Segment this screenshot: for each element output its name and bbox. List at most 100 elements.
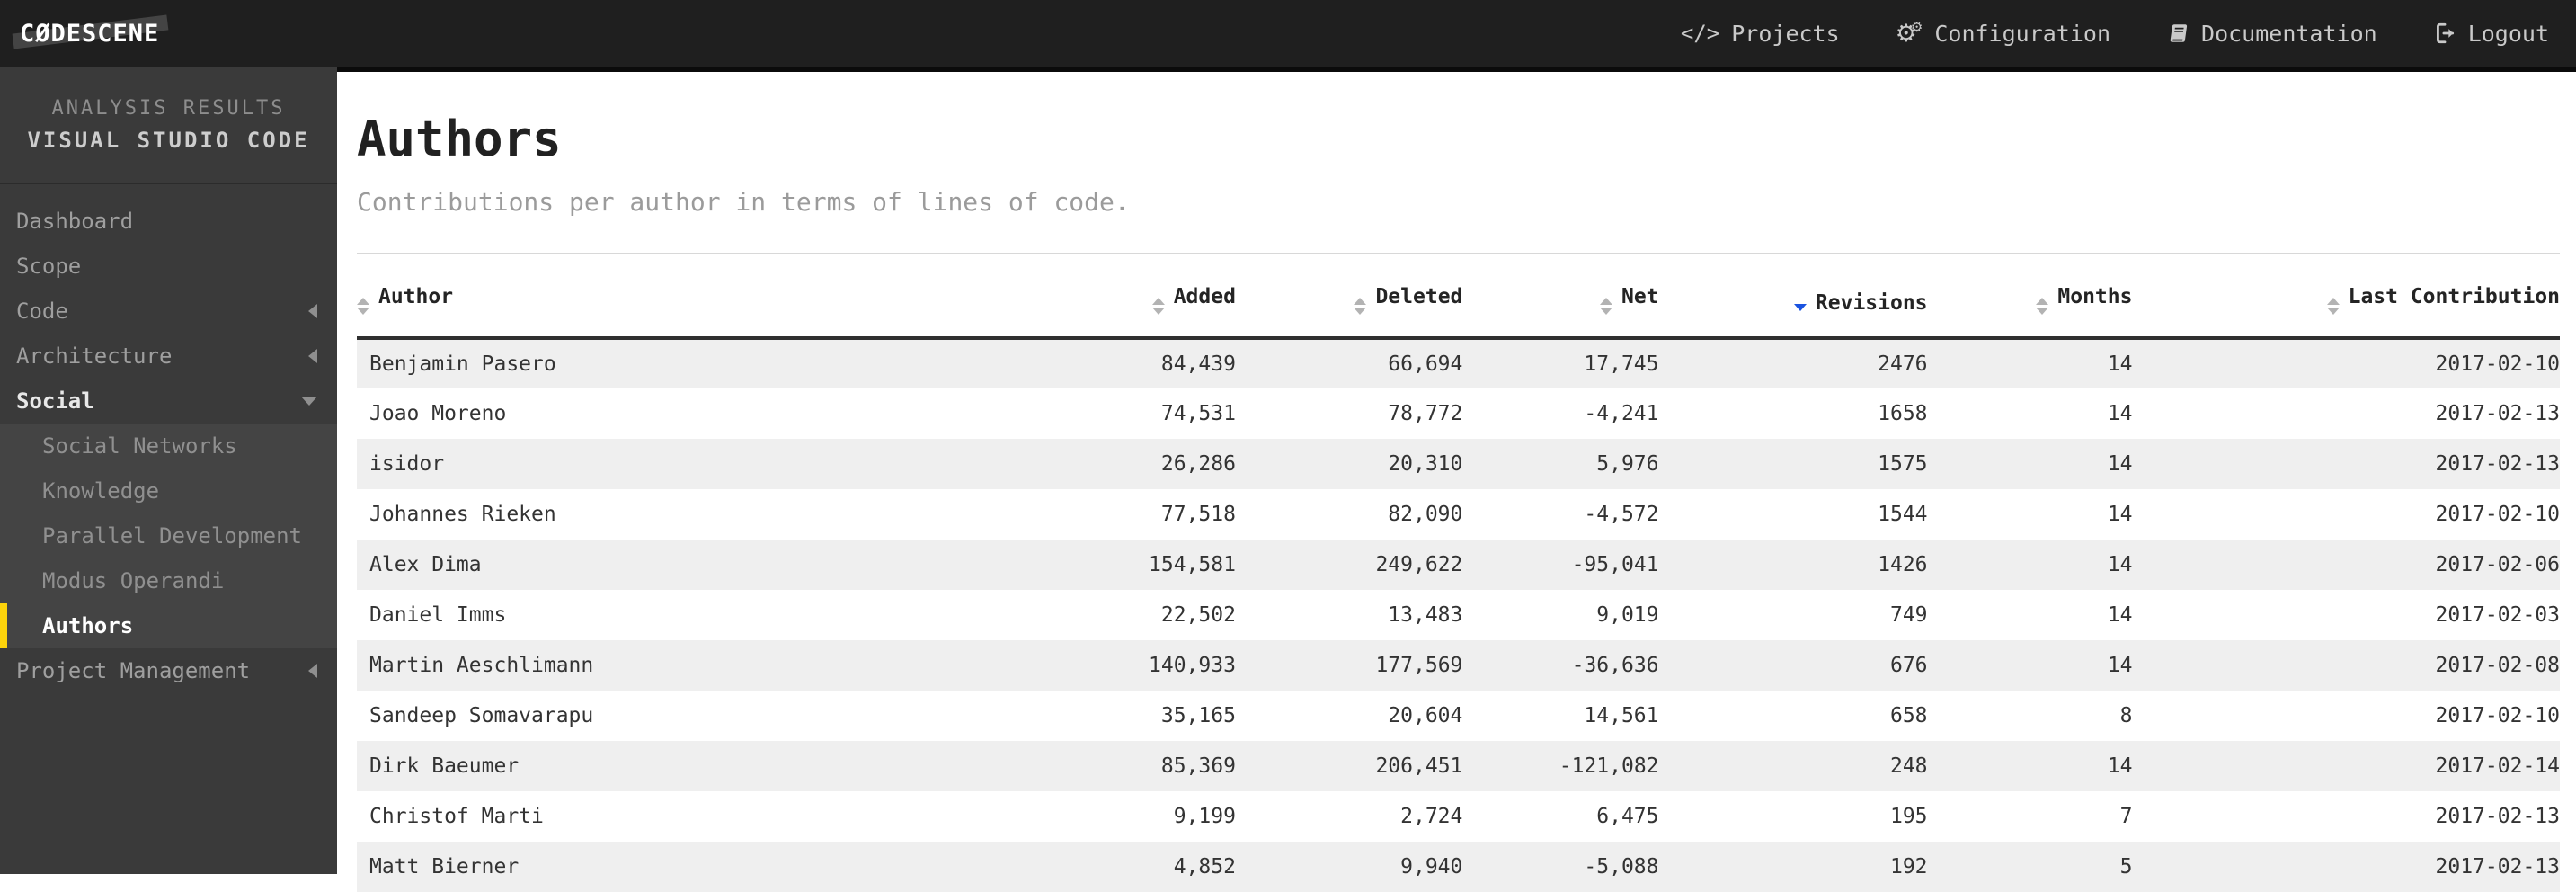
cell-deleted: 66,694: [1388, 352, 1463, 377]
sidebar-submenu-social: Social Networks Knowledge Parallel Develop…: [0, 424, 337, 648]
sidebar-item-parallel-development[interactable]: Parallel Development: [0, 513, 337, 558]
sidebar-item-knowledge[interactable]: Knowledge: [0, 468, 337, 513]
cell-months: 14: [2107, 352, 2133, 377]
authors-table-body: Benjamin Pasero 84,439 66,694 17,745 2476 14 2…: [357, 338, 2560, 892]
logo-text: CØDESCENE: [20, 19, 160, 48]
sort-icon: [357, 298, 369, 316]
cell-revisions: 1658: [1878, 402, 1928, 426]
table-row: Johannes Rieken 77,518 82,090 -4,572 1544 14 2…: [357, 489, 2560, 540]
sort-up-arrow: [357, 298, 369, 306]
cell-author: Benjamin Pasero: [369, 352, 556, 377]
sort-down-arrow: [1599, 308, 1612, 316]
cell-author: Martin Aeschlimann: [369, 654, 594, 678]
sidebar-item-label: Project Management: [16, 658, 251, 683]
sidebar-item-scope[interactable]: Scope: [0, 244, 337, 289]
column-header-net[interactable]: Net: [1462, 254, 1659, 341]
cell-deleted: 13,483: [1388, 603, 1463, 628]
cell-deleted: 249,622: [1375, 553, 1463, 577]
cell-deleted: 9,940: [1400, 855, 1463, 879]
cell-revisions: 1575: [1878, 452, 1928, 477]
cell-net: -5,088: [1584, 855, 1659, 879]
sort-icon: [1599, 298, 1612, 316]
column-header-label: Months: [2057, 285, 2133, 309]
project-name: VISUAL STUDIO CODE: [27, 128, 310, 153]
cell-net: 14,561: [1584, 704, 1659, 728]
sort-down-arrow: [357, 308, 369, 316]
cell-last-contribution: 2017-02-10: [2435, 704, 2560, 728]
cell-author: Joao Moreno: [369, 402, 507, 426]
cell-revisions: 2476: [1878, 352, 1928, 377]
cell-added: 26,286: [1160, 452, 1236, 477]
cell-added: 140,933: [1149, 654, 1236, 678]
column-header-label: Revisions: [1815, 291, 1928, 316]
sort-icon: [1151, 298, 1165, 316]
sidebar-subitem-label: Social Networks: [42, 433, 237, 459]
sort-icon: [2326, 298, 2340, 316]
table-header-row: Author Added Deleted Net Revisions Months Last…: [357, 254, 2560, 341]
sidebar-item-architecture[interactable]: Architecture: [0, 334, 337, 379]
sidebar-header: ANALYSIS RESULTS VISUAL STUDIO CODE: [0, 67, 337, 184]
table-row: Joao Moreno 74,531 78,772 -4,241 1658 14 2017-…: [357, 388, 2560, 439]
sort-icon: [1354, 298, 1367, 316]
sort-up-arrow: [2326, 298, 2340, 306]
cell-months: 14: [2107, 503, 2133, 527]
codescene-logo[interactable]: CØDESCENE: [12, 14, 169, 49]
nav-item-documentation[interactable]: Documentation: [2166, 21, 2377, 47]
nav-item-label: Logout: [2467, 20, 2549, 47]
column-header-label: Net: [1621, 285, 1659, 309]
cell-months: 14: [2107, 553, 2133, 577]
cell-months: 14: [2107, 654, 2133, 678]
cell-author: Matt Bierner: [369, 855, 520, 879]
cell-net: -4,572: [1584, 503, 1659, 527]
sidebar-item-modus-operandi[interactable]: Modus Operandi: [0, 558, 337, 603]
sidebar-item-label: Social: [16, 388, 94, 414]
cell-author: Alex Dima: [369, 553, 482, 577]
sidebar-item-label: Scope: [16, 254, 82, 279]
sidebar-item-social-networks[interactable]: Social Networks: [0, 424, 337, 468]
top-navigation: </> Projects ⚙ ⚙ Configuration Documentation L…: [1681, 20, 2549, 47]
cell-added: 22,502: [1160, 603, 1236, 628]
column-header-added[interactable]: Added: [987, 254, 1236, 341]
cell-net: -95,041: [1571, 553, 1659, 577]
column-header-deleted[interactable]: Deleted: [1235, 254, 1463, 341]
sidebar-subitem-label: Parallel Development: [42, 523, 302, 549]
page-title: Authors: [357, 111, 562, 167]
cell-added: 9,199: [1173, 805, 1236, 829]
cell-revisions: 195: [1889, 805, 1928, 829]
sidebar-item-social[interactable]: Social: [0, 379, 337, 424]
book-icon: [2166, 22, 2190, 45]
nav-item-logout[interactable]: Logout: [2433, 21, 2549, 47]
sort-desc-icon: [1793, 304, 1807, 312]
nav-item-label: Configuration: [1934, 20, 2111, 47]
cell-author: Dirk Baeumer: [369, 754, 520, 779]
column-header-months[interactable]: Months: [1927, 254, 2133, 341]
cell-months: 14: [2107, 754, 2133, 779]
nav-item-label: Projects: [1731, 20, 1840, 47]
sidebar-item-dashboard[interactable]: Dashboard: [0, 199, 337, 244]
sidebar-item-label: Architecture: [16, 343, 173, 369]
table-row: Dirk Baeumer 85,369 206,451 -121,082 248 14 20…: [357, 741, 2560, 792]
cell-net: 6,475: [1596, 805, 1659, 829]
column-header-last-contribution[interactable]: Last Contribution: [2132, 254, 2560, 341]
chevron-left-icon: [308, 304, 317, 318]
nav-item-projects[interactable]: </> Projects: [1681, 21, 1840, 47]
chevron-down-icon: [301, 397, 317, 406]
sort-up-arrow: [1151, 298, 1165, 306]
sidebar-item-authors[interactable]: Authors: [0, 603, 337, 648]
sidebar-item-label: Dashboard: [16, 209, 134, 234]
sidebar-item-code[interactable]: Code: [0, 289, 337, 334]
column-header-revisions[interactable]: Revisions: [1658, 254, 1928, 341]
cell-net: 9,019: [1596, 603, 1659, 628]
cell-revisions: 658: [1889, 704, 1928, 728]
column-header-author[interactable]: Author: [357, 254, 987, 341]
cell-last-contribution: 2017-02-06: [2435, 553, 2560, 577]
chevron-left-icon: [308, 664, 317, 678]
cell-months: 14: [2107, 402, 2133, 426]
nav-item-configuration[interactable]: ⚙ ⚙ Configuration: [1896, 20, 2111, 47]
main-content: Authors Contributions per author in term…: [337, 67, 2576, 892]
sidebar-subitem-label: Authors: [42, 613, 134, 638]
table-row: Alex Dima 154,581 249,622 -95,041 1426 14 2017…: [357, 540, 2560, 591]
sidebar-item-label: Code: [16, 299, 68, 324]
cell-added: 85,369: [1160, 754, 1236, 779]
sidebar-item-project-management[interactable]: Project Management: [0, 648, 337, 693]
